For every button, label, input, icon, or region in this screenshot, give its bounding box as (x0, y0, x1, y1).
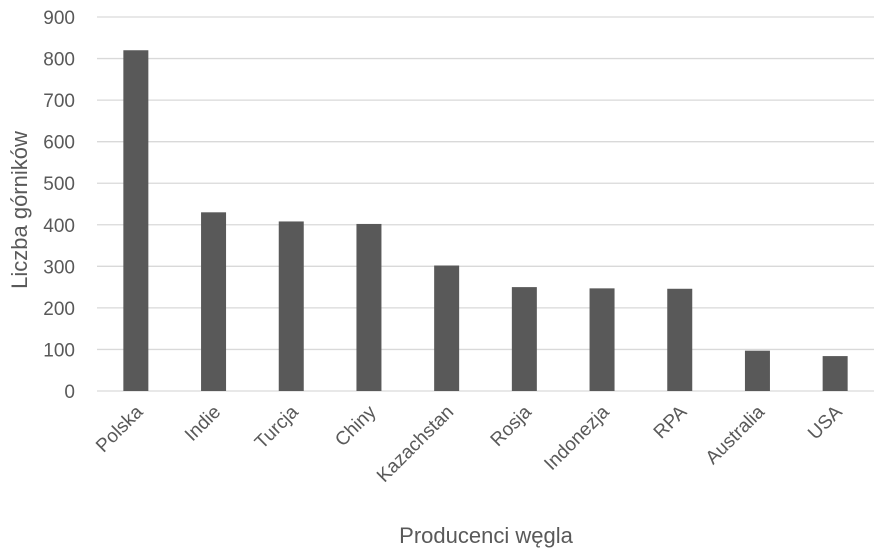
bar-australia (744, 350, 770, 391)
x-tick-label: Rosja (487, 401, 537, 451)
bar-polska (123, 50, 149, 391)
x-tick-label: Polska (92, 401, 147, 456)
bar-turcja (278, 221, 304, 391)
bar-rosja (511, 287, 537, 391)
y-tick-label: 300 (43, 257, 75, 278)
y-tick-label: 700 (43, 91, 75, 112)
x-axis-title: Producenci węgla (399, 523, 573, 548)
bar-kazachstan (434, 265, 460, 391)
x-tick-label: Kazachstan (373, 402, 458, 487)
bar-chiny (356, 223, 382, 391)
y-tick-label: 900 (43, 8, 75, 29)
y-tick-label: 600 (43, 133, 75, 154)
x-tick-label: Indonezja (540, 401, 613, 474)
x-tick-label: Turcja (251, 401, 303, 453)
gridlines (97, 16, 874, 392)
y-tick-label: 400 (43, 216, 75, 237)
y-tick-label: 100 (43, 340, 75, 361)
bar-rpa (667, 288, 693, 391)
y-tick-label: 200 (43, 299, 75, 320)
y-axis-ticks: 0 100 200 300 400 500 600 700 800 900 (43, 8, 75, 403)
bar-indie (201, 212, 227, 391)
y-tick-label: 0 (64, 382, 75, 403)
bar-indonezja (589, 288, 615, 391)
x-tick-label: Chiny (331, 401, 381, 451)
x-tick-label: Australia (702, 401, 769, 468)
y-tick-label: 500 (43, 174, 75, 195)
y-axis-title: Liczba górników (7, 131, 32, 289)
x-tick-label: RPA (650, 401, 692, 443)
y-tick-label: 800 (43, 50, 75, 71)
x-tick-label: USA (804, 401, 847, 444)
bars (123, 50, 848, 391)
bar-usa (822, 356, 848, 391)
x-tick-label: Indie (181, 402, 225, 446)
